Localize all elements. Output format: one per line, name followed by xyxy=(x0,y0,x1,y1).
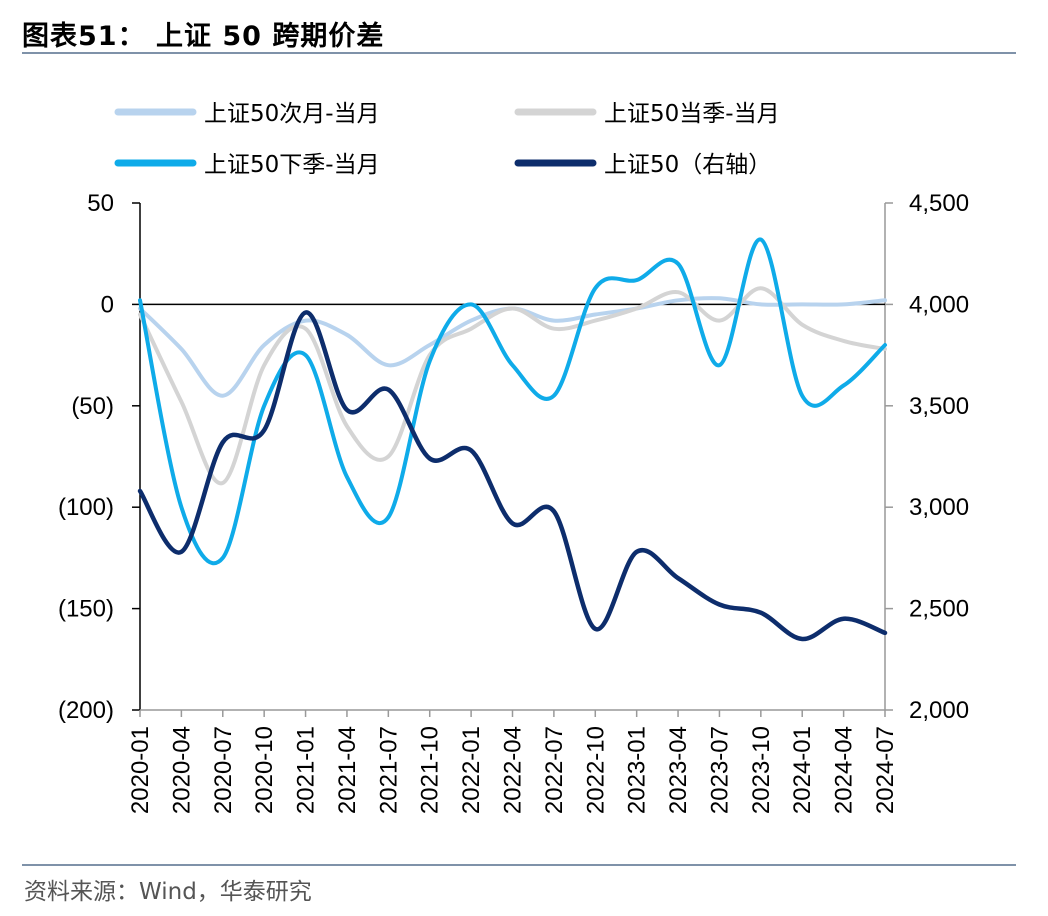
right-tick-label: 2,500 xyxy=(909,596,969,623)
source-note: 资料来源：Wind，华泰研究 xyxy=(24,879,312,905)
x-tick-label: 2024-01 xyxy=(789,726,816,814)
x-tick-label: 2023-04 xyxy=(665,726,692,814)
x-tick-label: 2022-04 xyxy=(500,726,527,814)
right-tick-label: 3,000 xyxy=(909,494,969,521)
x-tick-label: 2024-04 xyxy=(831,726,858,814)
axes: 50 0 (50) (100) (150) (200) 4,500 4,000 3,500 3,0… xyxy=(58,190,969,814)
series-line-0 xyxy=(138,296,887,398)
right-tick-label: 4,000 xyxy=(909,291,969,318)
x-tick-label: 2022-10 xyxy=(582,726,609,814)
left-tick-label: (150) xyxy=(58,596,114,623)
series-line-1 xyxy=(138,286,887,485)
left-tick-label: 0 xyxy=(101,291,114,318)
right-tick-label: 3,500 xyxy=(909,393,969,420)
left-tick-label: (100) xyxy=(58,494,114,521)
series-group xyxy=(137,237,888,642)
x-tick-label: 2023-01 xyxy=(624,726,651,814)
legend-label-0: 上证50次月-当月 xyxy=(204,101,380,127)
x-tick-label: 2020-07 xyxy=(210,726,237,814)
legend-label-2: 上证50下季-当月 xyxy=(204,152,380,178)
legend-label-3: 上证50（右轴） xyxy=(604,152,771,178)
x-tick-label: 2020-01 xyxy=(127,726,154,814)
x-tick-label: 2022-01 xyxy=(458,726,485,814)
series-line-3 xyxy=(137,310,888,642)
right-tick-label: 4,500 xyxy=(909,190,969,217)
x-tick-label: 2021-04 xyxy=(334,726,361,814)
x-tick-label: 2022-07 xyxy=(541,726,568,814)
x-tick-label: 2021-07 xyxy=(375,726,402,814)
series-line-2 xyxy=(138,237,887,566)
x-tick-label: 2021-10 xyxy=(417,726,444,814)
right-tick-label: 2,000 xyxy=(909,697,969,724)
x-tick-label: 2023-10 xyxy=(748,726,775,814)
bottom-rule xyxy=(22,864,1016,866)
left-tick-label: (200) xyxy=(58,697,114,724)
legend-label-1: 上证50当季-当月 xyxy=(604,101,780,127)
x-tick-label: 2024-07 xyxy=(872,726,899,814)
x-tick-label: 2020-10 xyxy=(251,726,278,814)
x-tick-label: 2023-07 xyxy=(706,726,733,814)
top-rule xyxy=(22,52,1016,54)
x-tick-label: 2021-01 xyxy=(293,726,320,814)
chart-title: 图表51： 上证 50 跨期价差 xyxy=(22,21,385,52)
x-tick-label: 2020-04 xyxy=(168,726,195,814)
left-tick-label: 50 xyxy=(87,190,114,217)
left-tick-label: (50) xyxy=(71,393,114,420)
